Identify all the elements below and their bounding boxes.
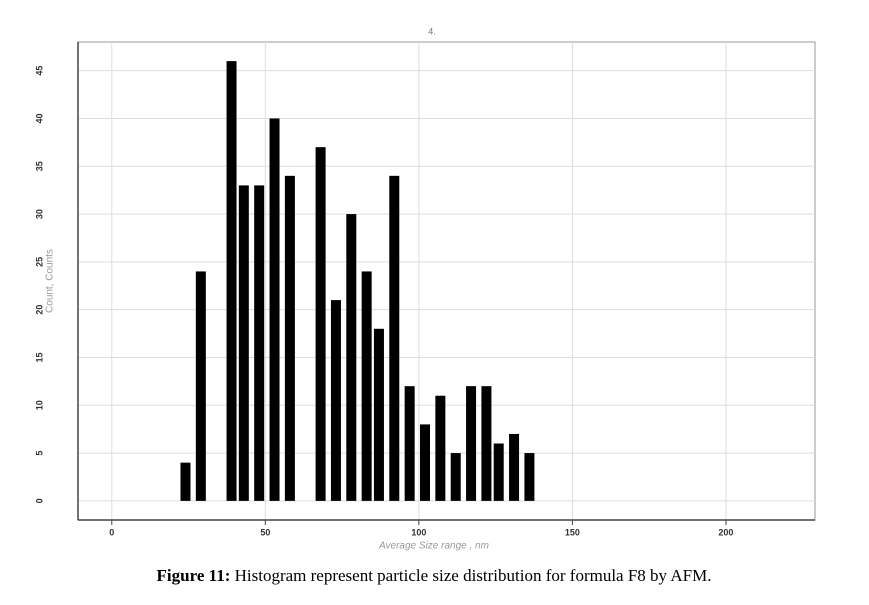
bar: [493, 443, 504, 501]
chart-title: 4.: [428, 26, 436, 36]
y-tick-label: 10: [34, 400, 44, 410]
bar: [254, 185, 265, 501]
x-tick-label: 150: [565, 527, 580, 537]
caption-text: Histogram represent particle size distri…: [235, 566, 712, 585]
bar: [389, 175, 400, 501]
bar: [238, 185, 249, 501]
bar: [466, 386, 477, 501]
bar: [330, 300, 341, 501]
x-tick-label: 200: [718, 527, 733, 537]
bar: [269, 118, 280, 501]
bar: [420, 424, 431, 501]
bar: [450, 453, 461, 501]
x-tick-label: 100: [411, 527, 426, 537]
bar: [226, 61, 237, 501]
y-tick-label: 0: [34, 498, 44, 503]
y-axis-label: Count, Counts: [45, 249, 56, 313]
x-tick-label: 0: [109, 527, 114, 537]
bar: [180, 462, 191, 501]
y-tick-label: 5: [34, 451, 44, 456]
y-tick-label: 20: [34, 305, 44, 315]
plot-area: [77, 41, 816, 521]
y-tick-label: 15: [34, 352, 44, 362]
y-tick-label: 25: [34, 257, 44, 267]
bar: [361, 271, 372, 501]
caption: Figure 11: Histogram represent particle …: [157, 566, 712, 585]
x-tick-label: 50: [260, 527, 270, 537]
y-tick-label: 40: [34, 113, 44, 123]
bar: [509, 433, 520, 501]
bar: [315, 147, 326, 501]
bar: [284, 175, 295, 501]
x-axis-label: Average Size range , nm: [378, 541, 489, 552]
caption-label: Figure 11:: [157, 566, 231, 585]
bar: [346, 214, 357, 501]
bar: [481, 386, 492, 501]
bar: [435, 395, 446, 501]
bar: [373, 328, 384, 501]
bar: [195, 271, 206, 501]
bar: [404, 386, 415, 501]
y-tick-label: 30: [34, 209, 44, 219]
bar: [524, 453, 535, 501]
y-tick-label: 35: [34, 161, 44, 171]
y-tick-label: 45: [34, 66, 44, 76]
